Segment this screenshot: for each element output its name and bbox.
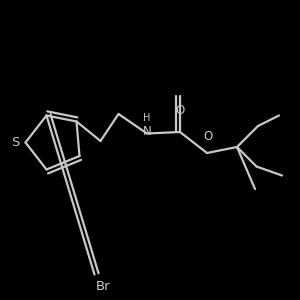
Text: S: S bbox=[11, 136, 19, 149]
Text: N: N bbox=[142, 125, 152, 139]
Text: Br: Br bbox=[96, 280, 111, 293]
Text: H: H bbox=[143, 113, 151, 123]
Text: O: O bbox=[176, 103, 184, 116]
Text: O: O bbox=[203, 130, 212, 143]
